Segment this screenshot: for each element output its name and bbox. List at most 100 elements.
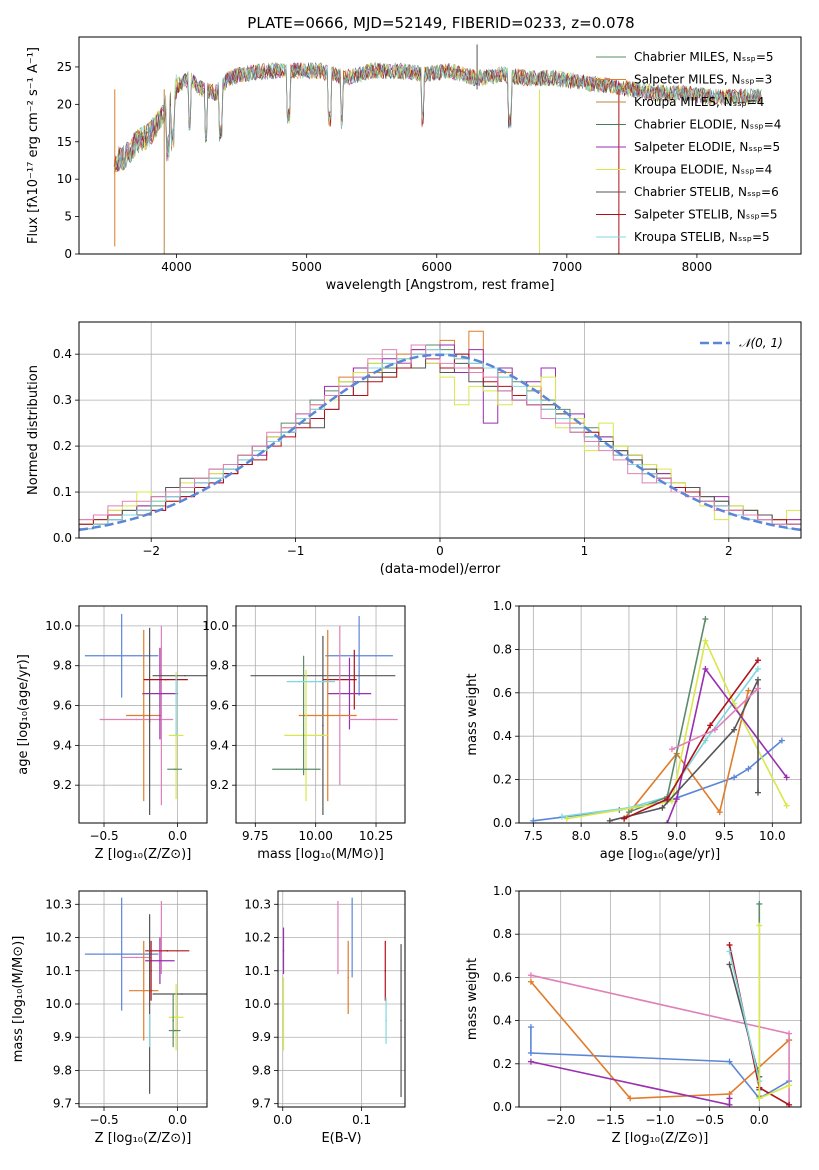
data-point bbox=[142, 714, 145, 717]
x-tick-label: 7000 bbox=[552, 260, 583, 274]
spectrum-panel: 4000 5000 6000 7000 8000 0 5 10 15 20 25 wavelength… bbox=[26, 36, 802, 293]
scatter_mass_ebv-plot-area bbox=[282, 897, 402, 1098]
y-tick-label: 0.8 bbox=[493, 927, 512, 941]
x-tick-label: 9.5 bbox=[715, 829, 734, 843]
y-tick-label: 0.6 bbox=[493, 970, 512, 984]
x-tick-label: 10.00 bbox=[298, 829, 332, 843]
axes-frame bbox=[235, 605, 406, 824]
x-tick-label: 0.0 bbox=[168, 1113, 187, 1127]
axes-frame bbox=[78, 605, 208, 824]
data-point bbox=[159, 692, 161, 695]
data-point bbox=[120, 654, 123, 657]
x-axis-label: Z [log₁₀(Z/Z⊙)] bbox=[95, 847, 192, 862]
residuals-panel: −2 −1 0 1 2 0.0 0.1 0.2 0.3 0.4 (data-model)/error… bbox=[26, 321, 802, 577]
legend-label: Salpeter MILES, Nₛₛₚ=3 bbox=[634, 73, 772, 87]
legend-label: 𝒩(0, 1) bbox=[739, 336, 783, 350]
x-tick-label: 2 bbox=[725, 544, 733, 558]
y-tick-label: 10.2 bbox=[45, 931, 72, 945]
y-tick-label: 10.1 bbox=[244, 964, 271, 978]
data-point bbox=[159, 959, 161, 962]
y-tick-label: 9.4 bbox=[210, 738, 229, 752]
y-tick-label: 10.2 bbox=[244, 931, 271, 945]
data-point bbox=[175, 1016, 177, 1019]
data-point bbox=[282, 1013, 285, 1015]
data-point bbox=[339, 704, 341, 707]
weight_vs_Z-plot-area bbox=[527, 900, 793, 1107]
residuals-plot-area bbox=[79, 330, 801, 538]
y-tick-label: 20 bbox=[57, 97, 72, 111]
x-axis-label: Z [log₁₀(Z/Z⊙)] bbox=[612, 1131, 709, 1146]
weight-line bbox=[623, 690, 750, 820]
y-tick-label: 9.8 bbox=[53, 659, 72, 673]
x-tick-label: 0.0 bbox=[273, 1113, 292, 1127]
data-point bbox=[160, 936, 163, 939]
data-point bbox=[184, 674, 186, 677]
legend-label: Chabrier MILES, Nₛₛₚ=5 bbox=[634, 50, 774, 64]
x-tick-label: −1.0 bbox=[645, 1113, 674, 1127]
x-tick-label: 4000 bbox=[161, 260, 192, 274]
weight_vs_age-panel: 7.5 8.0 8.5 9.0 9.5 10.0 0.0 0.2 0.4 0.6 0.8 1.0 age… bbox=[465, 599, 802, 862]
spectrum-plot-area bbox=[113, 44, 762, 254]
legend-label: Salpeter STELIB, Nₛₛₚ=5 bbox=[634, 208, 778, 222]
y-tick-label: 10.0 bbox=[45, 619, 72, 633]
x-tick-label: 5000 bbox=[291, 260, 322, 274]
y-tick-label: 0.1 bbox=[53, 485, 72, 499]
data-point bbox=[173, 1029, 176, 1032]
gaussian-curve bbox=[79, 353, 801, 532]
x-tick-label: −0.5 bbox=[695, 1113, 724, 1127]
y-tick-label: 9.6 bbox=[53, 699, 72, 713]
y-axis-label: mass [log₁₀(M/M⊙)] bbox=[11, 936, 26, 1063]
weight_vs_age-plot-area bbox=[530, 616, 790, 823]
x-axis-label: wavelength [Angstrom, rest frame] bbox=[326, 278, 555, 293]
y-tick-label: 9.7 bbox=[53, 1097, 72, 1111]
y-axis-label: mass weight bbox=[465, 673, 480, 755]
scatter_mass_Z-panel: −0.5 0.0 9.7 9.8 9.9 10.0 10.1 10.2 10.3 Z [log₁₀… bbox=[11, 890, 208, 1146]
y-tick-label: 0.2 bbox=[493, 773, 512, 787]
y-tick-label: 10.3 bbox=[45, 897, 72, 911]
scatter_age_mass-panel: 9.75 10.00 10.25 9.2 9.4 9.6 9.8 10.0 mass [log₁… bbox=[202, 605, 406, 862]
weight-line bbox=[609, 679, 759, 822]
y-tick-label: 5 bbox=[64, 210, 72, 224]
data-point bbox=[165, 678, 167, 681]
y-tick-label: 0.3 bbox=[53, 393, 72, 407]
weight-line bbox=[628, 618, 707, 813]
data-point bbox=[160, 714, 163, 717]
axes-frame bbox=[518, 605, 802, 824]
data-point bbox=[326, 714, 329, 717]
y-tick-label: 0.6 bbox=[493, 686, 512, 700]
data-point bbox=[372, 718, 375, 721]
legend-label: Kroupa STELIB, Nₛₛₚ=5 bbox=[634, 230, 770, 244]
x-tick-label: −0.5 bbox=[89, 1113, 118, 1127]
data-point bbox=[385, 1019, 387, 1022]
x-tick-label: 0.0 bbox=[168, 829, 187, 843]
y-tick-label: 9.2 bbox=[53, 778, 72, 792]
x-tick-label: −2.0 bbox=[546, 1113, 575, 1127]
data-point bbox=[172, 1019, 174, 1022]
legend-label: Chabrier STELIB, Nₛₛₚ=6 bbox=[634, 185, 779, 199]
x-tick-label: 0.1 bbox=[352, 1113, 371, 1127]
y-tick-label: 0.0 bbox=[53, 531, 72, 545]
y-tick-label: 1.0 bbox=[493, 599, 512, 613]
scatter_age_Z-plot-area bbox=[84, 613, 207, 816]
data-point bbox=[148, 1003, 151, 1005]
y-tick-label: 0.4 bbox=[53, 347, 72, 361]
y-tick-label: 9.9 bbox=[53, 1030, 72, 1044]
x-axis-label: Z [log₁₀(Z/Z⊙)] bbox=[95, 1131, 192, 1146]
y-tick-label: 9.7 bbox=[252, 1097, 271, 1111]
residual-histogram bbox=[79, 344, 801, 538]
x-tick-label: 8000 bbox=[682, 260, 713, 274]
x-tick-label: 0.0 bbox=[750, 1113, 769, 1127]
legend-label: Kroupa MILES, Nₛₛₚ=4 bbox=[634, 95, 764, 109]
y-axis-label: Flux [fλ10⁻¹⁷ erg cm⁻² s⁻¹ A⁻¹] bbox=[26, 47, 41, 244]
data-point bbox=[173, 768, 176, 771]
x-tick-label: 10.0 bbox=[759, 829, 786, 843]
y-axis-label: age [log₁₀(age/yr)] bbox=[16, 654, 31, 775]
y-tick-label: 9.6 bbox=[210, 699, 229, 713]
figure-title: PLATE=0666, MJD=52149, FIBERID=0233, z=0… bbox=[247, 14, 634, 32]
data-point bbox=[348, 692, 351, 695]
y-axis-label: Normed distribution bbox=[26, 365, 41, 495]
y-tick-label: 10.0 bbox=[244, 997, 271, 1011]
y-axis-label: mass weight bbox=[465, 958, 480, 1040]
y-tick-label: 0.8 bbox=[493, 642, 512, 656]
